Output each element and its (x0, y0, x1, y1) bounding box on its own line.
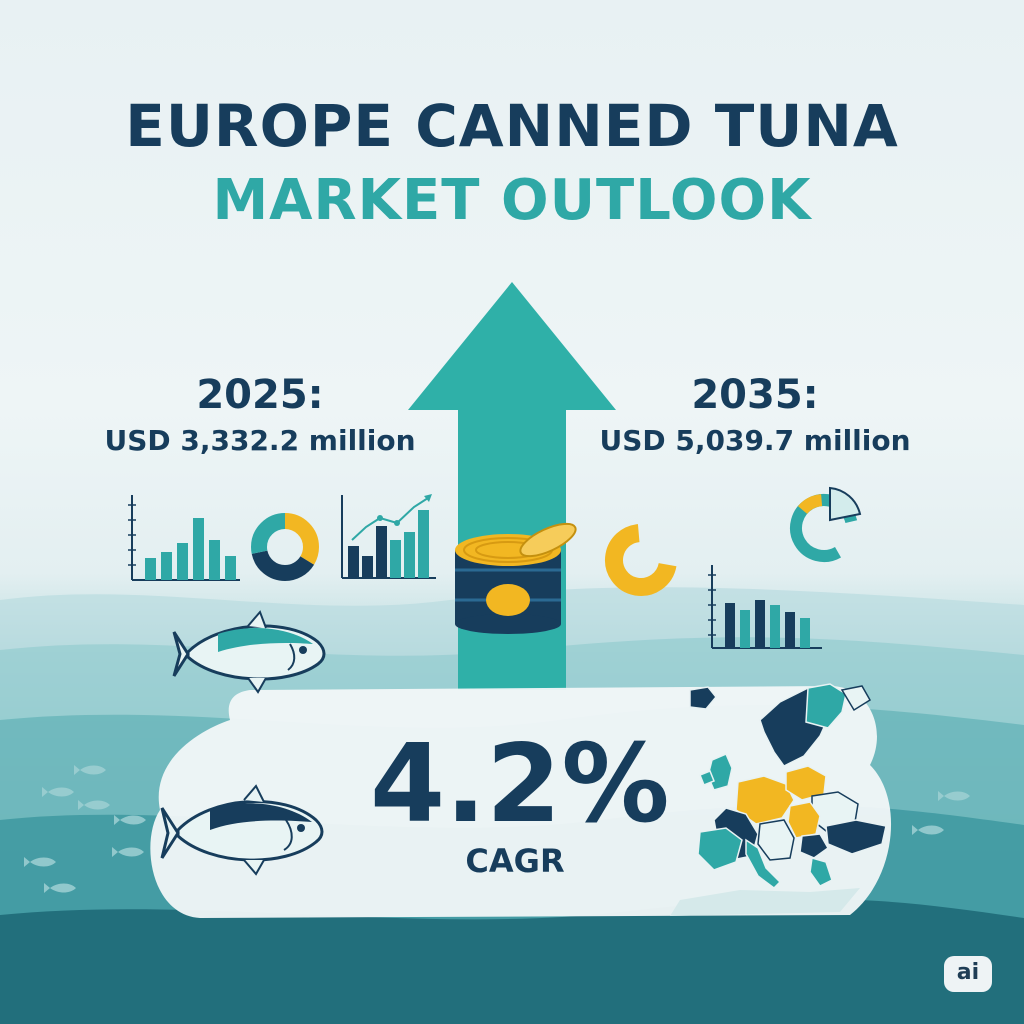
europe-map-icon (670, 683, 887, 916)
tuna-can-icon (455, 522, 577, 634)
left-value: USD 3,332.2 million (104, 424, 416, 457)
donut-chart-icon (790, 486, 862, 562)
title-line-2: MARKET OUTLOOK (212, 168, 812, 233)
right-year: 2035: (691, 372, 819, 418)
donut-chart-icon (605, 524, 677, 596)
left-year: 2025: (196, 372, 324, 418)
trend-chart-icon (341, 494, 436, 579)
bar-chart-icon (708, 565, 822, 649)
cagr-value: 4.2% (370, 722, 670, 847)
tuna-fish-icon (172, 610, 326, 694)
tuna-fish-icon (160, 784, 324, 876)
bar-chart-icon (128, 495, 240, 581)
cagr-label: CAGR (465, 842, 565, 880)
right-value: USD 5,039.7 million (599, 424, 911, 457)
ai-badge: ai (944, 956, 992, 992)
donut-chart-icon (251, 513, 319, 581)
small-fish-icons (24, 765, 970, 893)
title-line-1: EUROPE CANNED TUNA (125, 92, 899, 160)
